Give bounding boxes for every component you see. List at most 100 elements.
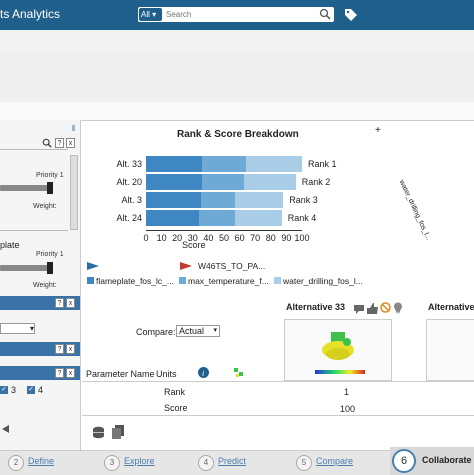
close-button[interactable]: x <box>66 138 75 148</box>
search-icon[interactable] <box>42 138 52 148</box>
slider-handle[interactable] <box>47 262 53 274</box>
close-label: x <box>68 140 73 147</box>
close-button[interactable]: x <box>66 344 75 354</box>
panel-section-header: ? x <box>0 366 80 380</box>
x-tick-label: 40 <box>203 233 214 243</box>
row-name: Rank <box>164 387 186 397</box>
alternative-title: Alternative 33 <box>286 302 346 312</box>
puzzle-icon[interactable] <box>232 366 245 379</box>
step-compare[interactable]: Compare <box>316 456 354 466</box>
rank-label: Rank 2 <box>301 177 331 187</box>
search-icon[interactable] <box>319 8 331 20</box>
step-number[interactable]: 3 <box>104 455 120 471</box>
item-label: plate <box>0 240 20 250</box>
bar-segment[interactable] <box>202 174 245 190</box>
search-scope-label: All <box>141 10 150 19</box>
priority-slider[interactable] <box>0 265 52 271</box>
left-arrow-icon[interactable] <box>0 424 10 434</box>
priority-label: Priority 1 <box>36 251 64 258</box>
rank-label: Rank 3 <box>289 195 318 205</box>
legend-label: flameplate_fos_lc_... <box>96 276 174 286</box>
rank-label: Rank 4 <box>287 213 317 223</box>
column-header: Units <box>156 369 177 379</box>
x-tick-label: 50 <box>218 233 229 243</box>
chart-title: Rank & Score Breakdown <box>177 129 299 140</box>
step-collaborate[interactable]: Collaborate <box>422 455 472 465</box>
compare-select[interactable]: Actual ▾ <box>176 325 220 337</box>
legend-swatch <box>274 277 281 284</box>
x-tick-label: 20 <box>172 233 183 243</box>
search-input[interactable] <box>166 8 316 21</box>
bar-segment[interactable] <box>146 174 203 190</box>
bar-segment[interactable] <box>146 192 201 208</box>
x-tick-label: 30 <box>187 233 198 243</box>
step-predict[interactable]: Predict <box>218 456 247 466</box>
legend-swatch <box>87 277 94 284</box>
bar-segment[interactable] <box>234 210 282 226</box>
plus-icon[interactable]: + <box>375 125 381 136</box>
bar-segment[interactable] <box>234 192 284 208</box>
flag-icon <box>87 262 99 270</box>
badge-icon[interactable] <box>393 302 403 314</box>
step-explore[interactable]: Explore <box>124 456 155 466</box>
search-scope-select[interactable]: All ▾ <box>139 8 162 21</box>
checkbox[interactable]: ✓ <box>27 386 36 394</box>
category-label: Alt. 24 <box>116 213 142 223</box>
help-button[interactable]: ? <box>55 138 64 148</box>
plate-select[interactable]: ▾ <box>0 323 35 334</box>
ban-icon[interactable] <box>380 302 391 313</box>
step-define[interactable]: Define <box>28 456 55 466</box>
priority-label: Priority 1 <box>36 172 64 179</box>
left-panel: ⦀ ? x Priority 1 Weight: plate Priority … <box>0 120 81 450</box>
bar-segment[interactable] <box>244 174 296 190</box>
info-icon[interactable]: i <box>198 367 209 378</box>
bar-segment[interactable] <box>200 192 235 208</box>
bar-segment[interactable] <box>199 210 235 226</box>
comment-icon[interactable] <box>354 305 364 314</box>
compare-label: Compare: <box>136 327 176 337</box>
rank-score-chart: Alt. 33 Rank 1 Alt. 20 Rank 2 Alt. 3 Rank 3 Al… <box>82 151 382 251</box>
help-button[interactable]: ? <box>55 368 64 378</box>
bar-segment[interactable] <box>146 156 203 172</box>
help-button[interactable]: ? <box>55 344 64 354</box>
section-bar <box>0 102 474 121</box>
checkbox[interactable]: ✓ <box>0 386 8 394</box>
alternative-thumbnail[interactable] <box>426 319 474 381</box>
active-step-number[interactable]: 6 <box>392 449 416 473</box>
checkbox-label: 4 <box>38 385 44 395</box>
help-button[interactable]: ? <box>55 298 64 308</box>
panel-section-header: ? x <box>0 342 80 356</box>
search-box: All ▾ <box>138 7 334 22</box>
priority-slider[interactable] <box>0 185 52 191</box>
divider <box>82 415 474 416</box>
bar-segment[interactable] <box>146 210 200 226</box>
app-header: ts Analytics All ▾ <box>0 0 474 30</box>
step-number[interactable]: 4 <box>198 455 214 471</box>
close-button[interactable]: x <box>66 298 75 308</box>
x-tick-label: 90 <box>281 233 292 243</box>
slider-handle[interactable] <box>47 182 53 194</box>
part-model-image <box>315 332 365 374</box>
close-button[interactable]: x <box>66 368 75 378</box>
panel-filter-row <box>0 137 68 150</box>
step-number[interactable]: 2 <box>8 455 24 471</box>
scrollbar[interactable] <box>70 155 78 230</box>
tag-icon[interactable] <box>344 8 358 22</box>
bar-segment[interactable] <box>202 156 246 172</box>
x-tick-label: 100 <box>294 233 310 243</box>
copy-icon[interactable] <box>112 425 124 439</box>
database-icon[interactable] <box>92 426 105 439</box>
divider <box>0 230 68 231</box>
step-number[interactable]: 5 <box>296 455 312 471</box>
thumbs-up-icon[interactable] <box>367 303 378 314</box>
compare-value: Actual <box>179 326 205 336</box>
context-band <box>0 52 474 102</box>
workflow-footer: 2 Define 3 Explore 4 Predict 5 Compare 6… <box>0 447 474 475</box>
column-header: Parameter Name <box>86 369 155 379</box>
x-tick-label: 0 <box>143 233 149 243</box>
bar-segment[interactable] <box>245 156 302 172</box>
row-value: 100 <box>340 404 356 414</box>
alternative-thumbnail[interactable] <box>284 319 392 381</box>
x-tick-label: 70 <box>250 233 261 243</box>
checkbox-row: ✓ 3 ✓ 4 <box>0 385 43 395</box>
